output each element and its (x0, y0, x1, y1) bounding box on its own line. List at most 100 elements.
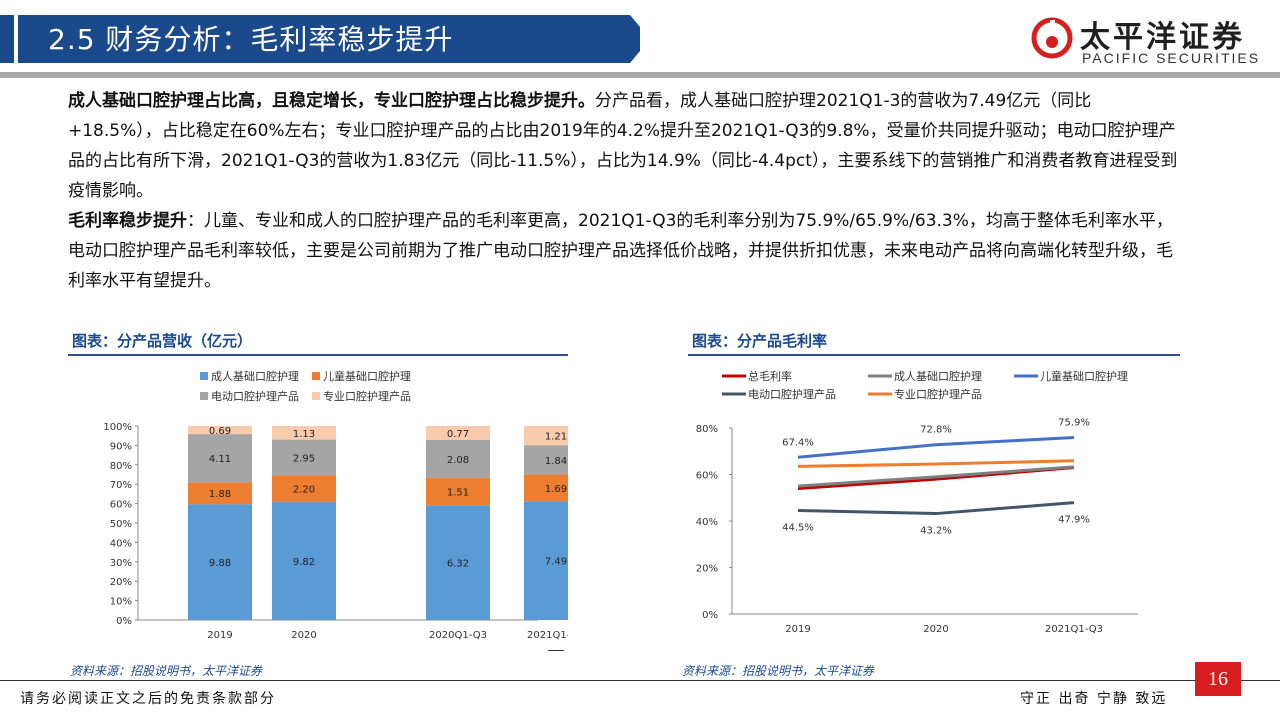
x-tick-label-0: 2019 (207, 630, 232, 641)
bar-segment-3-0 (524, 501, 568, 620)
source-right: 资料来源：招股说明书，太平洋证券 (682, 664, 875, 678)
y-tick-label-0: 0% (702, 610, 718, 621)
y-tick-label-10: 100% (103, 422, 132, 433)
bar-segment-2-2 (426, 439, 490, 478)
bar-segment-3-3 (524, 426, 568, 446)
bar-label-2-1: 1.51 (447, 487, 469, 498)
paragraph-1: 成人基础口腔护理占比高，且稳定增长，专业口腔护理占比稳步提升。分产品看，成人基础… (68, 86, 1183, 206)
x-tick-label-2: 2021Q1-Q3 (1045, 624, 1103, 635)
bar-label-3-3: 1.21 (545, 432, 567, 443)
data-label-3-1: 43.2% (920, 526, 952, 537)
bar-label-3-0: 7.49 (545, 557, 567, 568)
y-tick-label-2: 40% (696, 517, 718, 528)
chart-left-rule (68, 354, 568, 356)
legend-label-3: 电动口腔护理产品 (748, 387, 836, 401)
legend-label-3: 专业口腔护理产品 (323, 389, 411, 403)
paragraph-2-text: ：儿童、专业和成人的口腔护理产品的毛利率更高，2021Q1-Q3的毛利率分别为7… (68, 211, 1173, 291)
y-tick-label-7: 70% (110, 480, 132, 491)
header-divider (0, 72, 1280, 78)
bar-segment-1-0 (272, 501, 336, 620)
bar-label-2-2: 2.08 (447, 455, 469, 466)
data-label-3-0: 44.5% (782, 523, 814, 534)
legend-label-2: 儿童基础口腔护理 (1040, 369, 1128, 383)
bar-label-1-3: 1.13 (293, 429, 315, 440)
bar-segment-2-1 (426, 477, 490, 506)
y-tick-label-3: 60% (696, 471, 718, 482)
legend-swatch-1 (312, 372, 320, 380)
bar-label-2-3: 0.77 (447, 429, 469, 440)
page-number: 16 (1195, 662, 1241, 696)
paragraph-1-text: 分产品看，成人基础口腔护理2021Q1-3的营收为7.49亿元（同比+18.5%… (68, 91, 1178, 201)
x-tick-label-1: 2020 (923, 624, 948, 635)
bar-segment-0-3 (188, 426, 252, 435)
bar-segment-3-1 (524, 474, 568, 502)
y-tick-label-3: 30% (110, 558, 132, 569)
legend-label-4: 专业口腔护理产品 (894, 387, 982, 401)
footer-divider (0, 680, 1280, 681)
y-tick-label-9: 90% (110, 441, 132, 452)
chart-left-end-rule (548, 650, 564, 651)
bar-label-1-2: 2.95 (293, 453, 315, 464)
paragraph-2: 毛利率稳步提升：儿童、专业和成人的口腔护理产品的毛利率更高，2021Q1-Q3的… (68, 206, 1183, 296)
x-tick-label-1: 2020 (291, 630, 316, 641)
y-tick-label-0: 0% (116, 616, 132, 627)
bar-label-0-0: 9.88 (209, 558, 231, 569)
y-tick-label-8: 80% (110, 461, 132, 472)
bar-segment-0-2 (188, 434, 252, 483)
y-tick-label-4: 40% (110, 538, 132, 549)
page-title: 2.5 财务分析：毛利率稳步提升 (48, 23, 454, 56)
bar-segment-3-2 (524, 445, 568, 475)
bar-label-1-1: 2.20 (293, 484, 315, 495)
y-tick-label-1: 20% (696, 564, 718, 575)
bar-label-2-0: 6.32 (447, 559, 469, 570)
legend-label-0: 成人基础口腔护理 (211, 369, 299, 383)
legend-label-1: 成人基础口腔护理 (894, 369, 982, 383)
legend-label-1: 儿童基础口腔护理 (323, 369, 411, 383)
bar-segment-1-2 (272, 439, 336, 476)
y-tick-label-5: 50% (110, 519, 132, 530)
chart-right-title: 图表：分产品毛利率 (692, 332, 828, 350)
x-tick-label-3: 2021Q1-Q3 (527, 630, 568, 641)
legend-swatch-0 (200, 372, 208, 380)
source-left: 资料来源：招股说明书，太平洋证券 (70, 664, 263, 678)
data-label-3-2: 47.9% (1058, 515, 1090, 526)
bar-segment-1-3 (272, 426, 336, 440)
bar-segment-0-0 (188, 504, 252, 620)
bar-segment-2-0 (426, 505, 490, 620)
bar-segment-1-1 (272, 475, 336, 502)
series-line-3 (797, 501, 1075, 516)
footer-disclaimer: 请务必阅读正文之后的免责条款部分 (20, 691, 276, 707)
bar-segment-0-1 (188, 482, 252, 505)
bar-segment-2-3 (426, 426, 490, 440)
bar-label-3-2: 1.84 (545, 456, 567, 467)
bar-label-0-2: 4.11 (209, 454, 231, 465)
paragraph-1-heading: 成人基础口腔护理占比高，且稳定增长，专业口腔护理占比稳步提升。 (68, 91, 595, 111)
logo-mark-icon (1031, 17, 1073, 59)
y-tick-label-2: 20% (110, 577, 132, 588)
y-tick-label-6: 60% (110, 500, 132, 511)
paragraph-2-heading: 毛利率稳步提升 (68, 211, 187, 231)
legend-swatch-2 (200, 392, 208, 400)
y-tick-label-1: 10% (110, 597, 132, 608)
data-label-2-1: 72.8% (920, 425, 952, 436)
chart-left-title: 图表：分产品营收（亿元） (72, 332, 253, 350)
legend-label-0: 总毛利率 (748, 369, 792, 383)
data-label-2-2: 75.9% (1058, 418, 1090, 429)
footer-motto: 守正 出奇 宁静 致远 (1020, 691, 1168, 707)
legend-label-2: 电动口腔护理产品 (211, 389, 299, 403)
series-line-4 (797, 459, 1075, 468)
x-tick-label-0: 2019 (785, 624, 810, 635)
bar-label-1-0: 9.82 (293, 557, 315, 568)
bar-label-3-1: 1.69 (545, 484, 567, 495)
y-tick-label-4: 80% (696, 424, 718, 435)
company-logo: 太平洋证券 PACIFIC SECURITIES (1030, 12, 1270, 68)
series-line-1 (797, 465, 1075, 488)
logo-en: PACIFIC SECURITIES (1082, 50, 1261, 66)
bar-label-0-1: 1.88 (209, 489, 231, 500)
chart-right-rule (688, 354, 1180, 356)
legend-swatch-3 (312, 392, 320, 400)
body-text: 成人基础口腔护理占比高，且稳定增长，专业口腔护理占比稳步提升。分产品看，成人基础… (68, 86, 1183, 296)
series-line-2 (797, 436, 1075, 459)
